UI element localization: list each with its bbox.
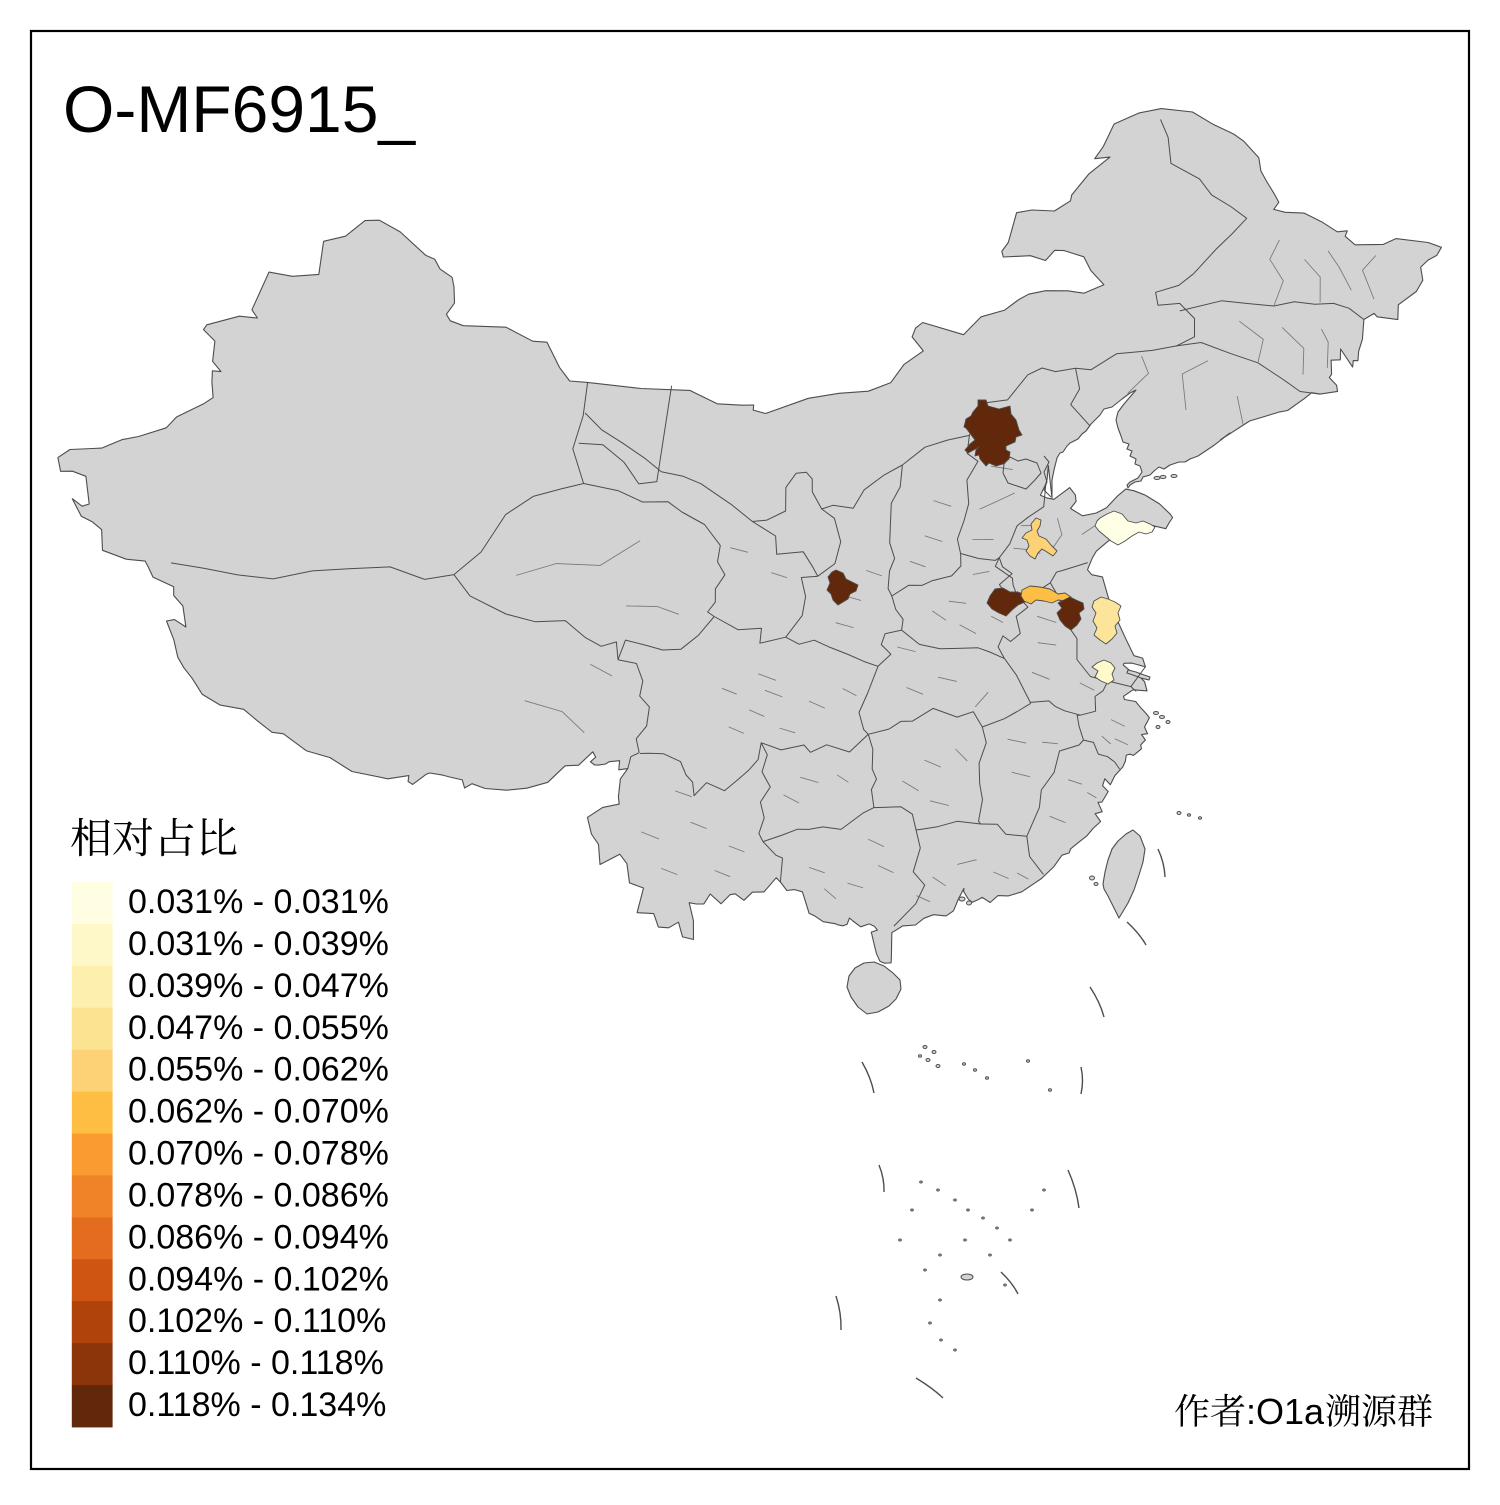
svg-text:0.070% - 0.078%: 0.070% - 0.078% [128, 1135, 389, 1173]
svg-text:0.110% - 0.118%: 0.110% - 0.118% [128, 1344, 384, 1382]
svg-text:0.118% - 0.134%: 0.118% - 0.134% [128, 1386, 386, 1424]
svg-text:0.062% - 0.070%: 0.062% - 0.070% [128, 1093, 389, 1131]
svg-text:O-MF6915_: O-MF6915_ [63, 72, 416, 146]
svg-text:0.031% - 0.039%: 0.031% - 0.039% [128, 925, 389, 963]
svg-text:0.086% - 0.094%: 0.086% - 0.094% [128, 1218, 389, 1256]
svg-text:0.094% - 0.102%: 0.094% - 0.102% [128, 1260, 389, 1298]
svg-text::O1a: :O1a [1246, 1391, 1325, 1432]
svg-text:0.031% - 0.031%: 0.031% - 0.031% [128, 883, 389, 921]
svg-text:0.078% - 0.086%: 0.078% - 0.086% [128, 1176, 389, 1214]
svg-text:0.039% - 0.047%: 0.039% - 0.047% [128, 967, 389, 1005]
svg-text:0.047% - 0.055%: 0.047% - 0.055% [128, 1009, 389, 1047]
svg-text:0.055% - 0.062%: 0.055% - 0.062% [128, 1051, 389, 1089]
svg-text:0.102% - 0.110%: 0.102% - 0.110% [128, 1302, 386, 1340]
